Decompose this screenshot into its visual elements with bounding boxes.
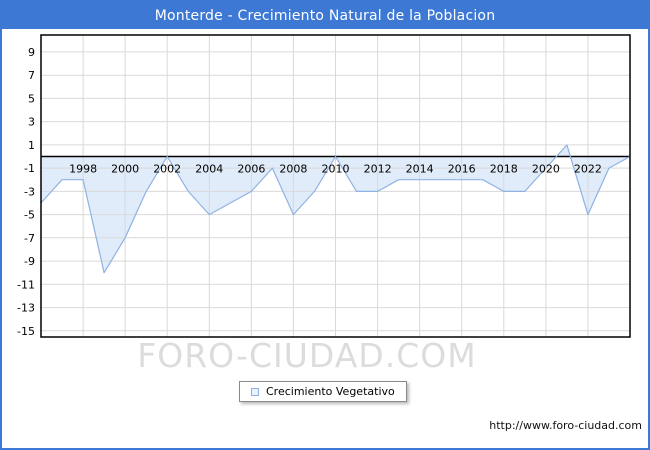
y-tick-label: 3 bbox=[28, 116, 35, 129]
area-fill bbox=[41, 144, 630, 273]
x-tick-label: 2008 bbox=[279, 163, 307, 176]
x-tick-label: 2012 bbox=[364, 163, 392, 176]
legend: Crecimiento Vegetativo bbox=[239, 381, 407, 402]
title-bar: Monterde - Crecimiento Natural de la Pob… bbox=[2, 2, 648, 29]
y-tick-label: 7 bbox=[28, 69, 35, 82]
legend-swatch-icon bbox=[251, 387, 259, 396]
plot-border bbox=[40, 34, 631, 338]
footer-url-link[interactable]: http://www.foro-ciudad.com bbox=[489, 419, 642, 432]
legend-label: Crecimiento Vegetativo bbox=[266, 385, 395, 398]
x-tick-label: 2020 bbox=[532, 163, 560, 176]
x-tick-label: 2022 bbox=[574, 163, 602, 176]
data-line bbox=[40, 144, 631, 274]
y-tick-label: 1 bbox=[28, 139, 35, 152]
x-tick-label: 2002 bbox=[153, 163, 181, 176]
y-tick-label: -11 bbox=[17, 278, 35, 291]
y-tick-label: -9 bbox=[24, 255, 35, 268]
x-tick-label: 2006 bbox=[237, 163, 265, 176]
x-tick-label: 2016 bbox=[448, 163, 476, 176]
y-tick-label: 9 bbox=[28, 46, 35, 59]
y-tick-label: -5 bbox=[24, 209, 35, 222]
x-tick-label: 2014 bbox=[406, 163, 434, 176]
x-tick-label: 2000 bbox=[111, 163, 139, 176]
y-tick-label: 5 bbox=[28, 92, 35, 105]
x-tick-label: 2018 bbox=[490, 163, 518, 176]
x-tick-label: 2004 bbox=[195, 163, 223, 176]
x-tick-label: 1998 bbox=[69, 163, 97, 176]
y-tick-label: -13 bbox=[17, 302, 35, 315]
y-tick-label: -7 bbox=[24, 232, 35, 245]
y-tick-label: -15 bbox=[17, 325, 35, 338]
chart-title: Monterde - Crecimiento Natural de la Pob… bbox=[154, 7, 496, 24]
y-tick-label: -1 bbox=[24, 162, 35, 175]
y-tick-label: -3 bbox=[24, 185, 35, 198]
x-tick-label: 2010 bbox=[322, 163, 350, 176]
